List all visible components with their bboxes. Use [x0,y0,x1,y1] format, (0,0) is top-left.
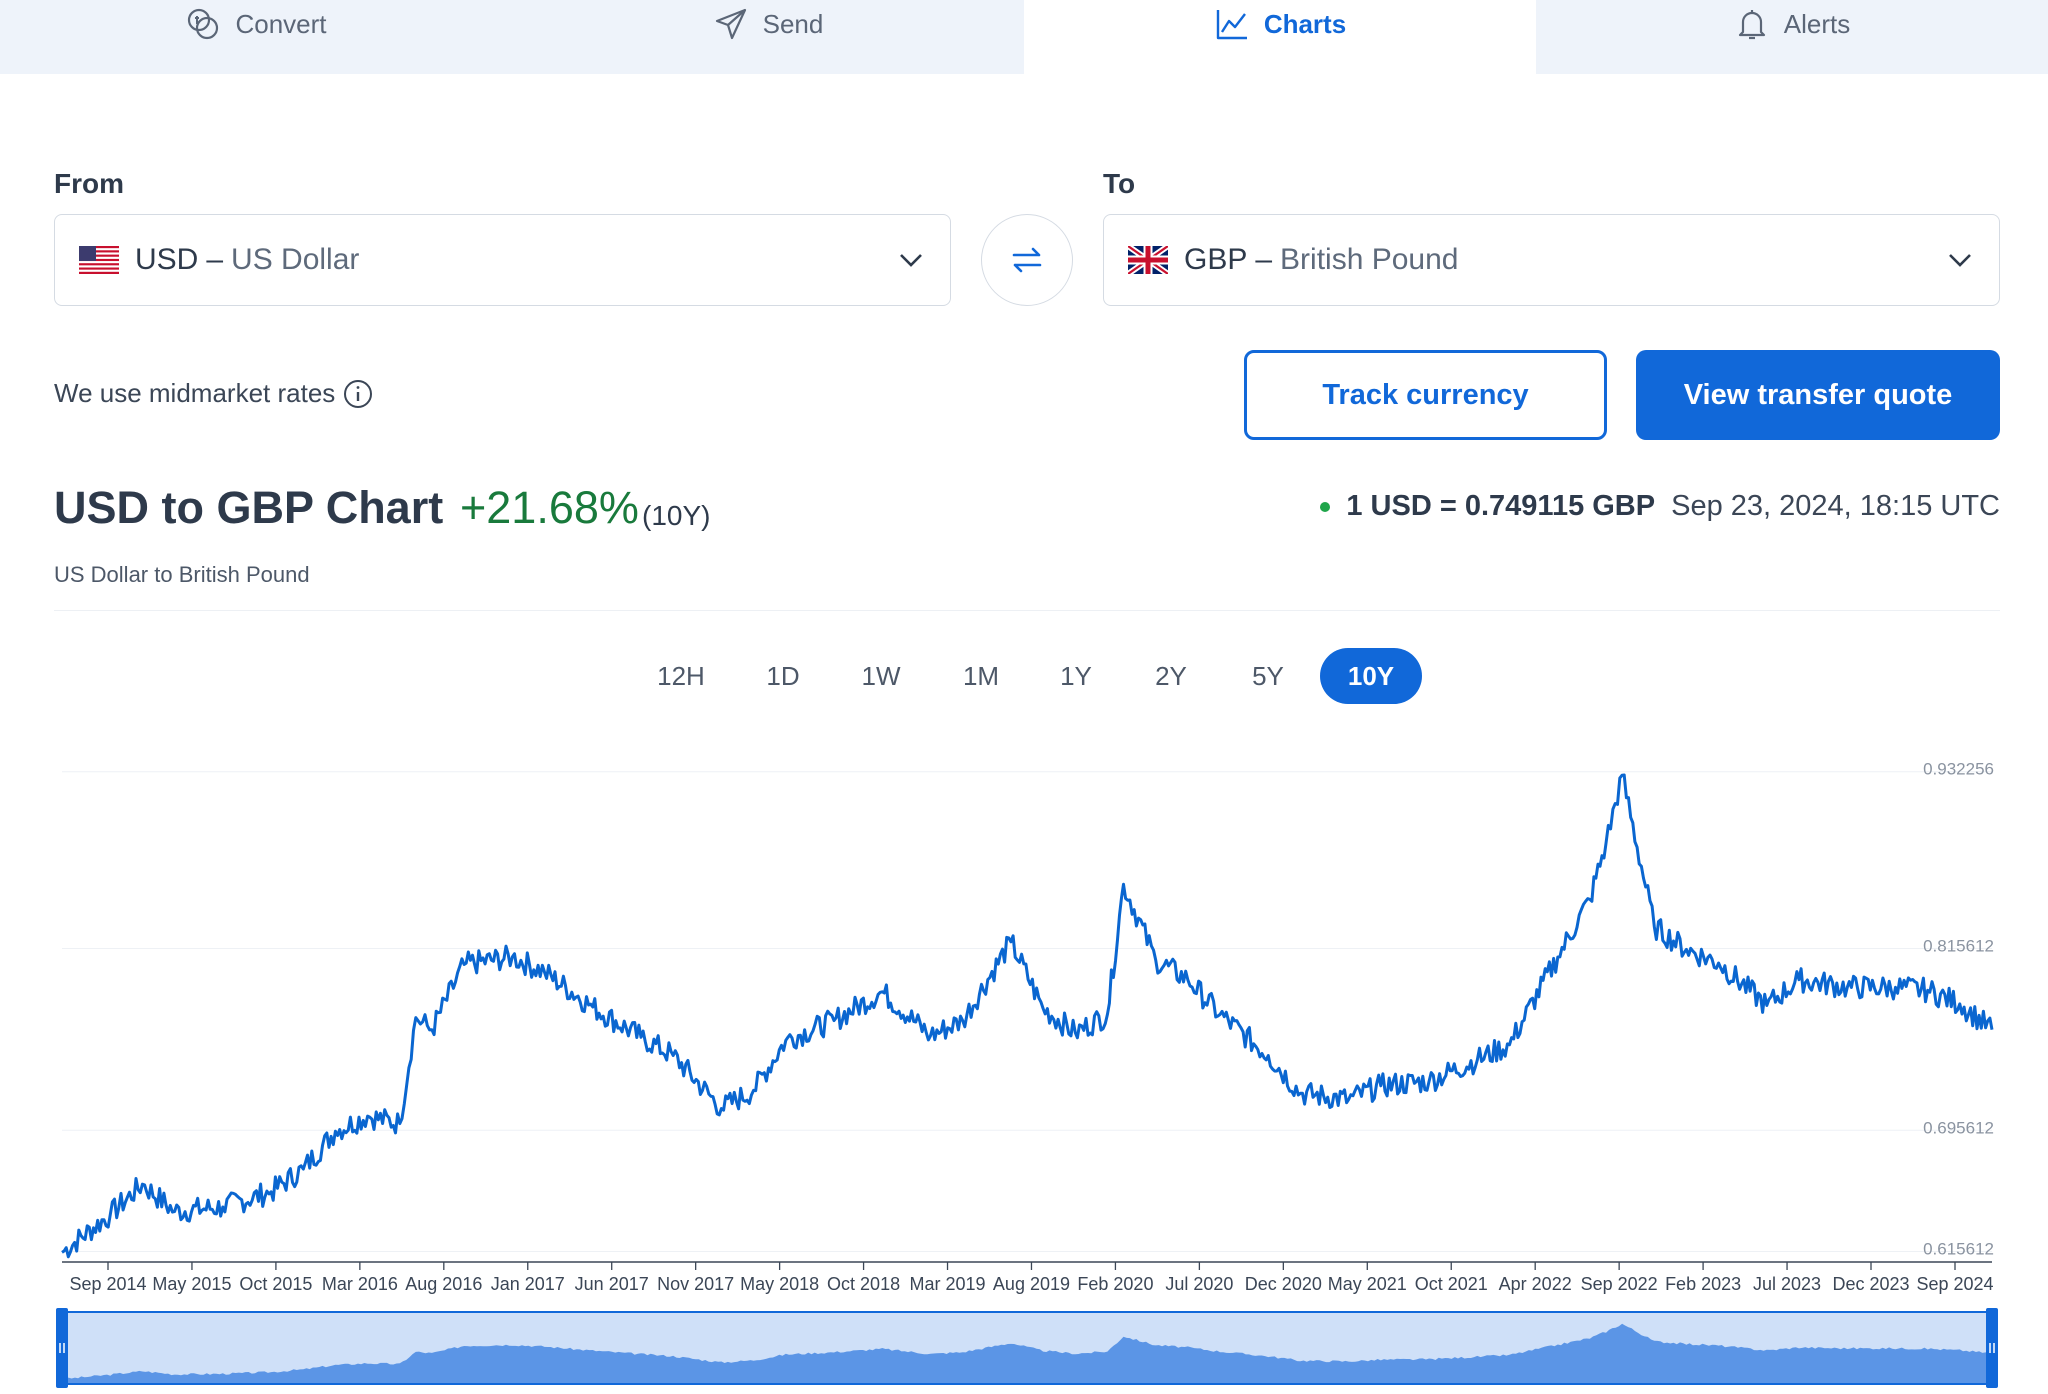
x-tick-label: Mar 2019 [910,1274,986,1294]
paper-plane-icon [715,8,746,40]
x-tick-label: Sep 2014 [69,1274,146,1294]
change-period: (10Y) [642,500,711,531]
rate-value: 1 USD = 0.749115 GBP [1346,490,1656,522]
uk-flag-icon [1128,246,1168,274]
to-currency-select[interactable]: GBP – British Pound [1103,214,2000,306]
range-button-1w[interactable]: 1W [861,660,901,691]
us-flag-icon [79,246,119,274]
track-currency-button[interactable]: Track currency [1244,350,1607,440]
navigator-handle-left[interactable] [56,1308,68,1388]
from-currency-select[interactable]: USD – US Dollar [54,214,951,306]
x-tick-label: Aug 2019 [993,1274,1070,1294]
tab-bar: Convert Send Charts Alerts [0,0,2048,74]
y-tick-label: 0.815612 [1923,936,1994,955]
from-label: From [54,168,124,199]
range-button-1m[interactable]: 1M [962,660,1000,691]
live-indicator-dot [1320,501,1331,512]
grip-icon [59,1343,65,1353]
grip-icon [1989,1343,1995,1353]
x-tick-label: Oct 2021 [1415,1274,1488,1294]
tab-send[interactable]: Send [512,0,1024,74]
rate-timestamp: Sep 23, 2024, 18:15 UTC [1671,490,2000,522]
x-tick-label: Oct 2015 [239,1274,312,1294]
x-tick-label: Sep 2024 [1916,1274,1993,1294]
range-button-2y[interactable]: 2Y [1155,660,1187,691]
navigator-handle-right[interactable] [1986,1308,1998,1388]
y-tick-label: 0.695612 [1923,1118,1994,1137]
x-tick-label: Jul 2023 [1753,1274,1821,1294]
x-tick-label: Feb 2020 [1077,1274,1153,1294]
midmarket-note: We use midmarket rates [54,378,373,409]
chevron-down-icon [1949,254,1971,267]
swap-arrows-icon [1012,247,1042,273]
range-button-10y[interactable]: 10Y [1320,648,1422,704]
to-label: To [1103,168,1136,199]
x-tick-label: Dec 2020 [1245,1274,1322,1294]
x-tick-label: Jun 2017 [575,1274,649,1294]
x-tick-label: Jul 2020 [1165,1274,1233,1294]
range-button-5y[interactable]: 5Y [1252,660,1284,691]
range-button-1y[interactable]: 1Y [1060,660,1092,691]
x-tick-label: Aug 2016 [405,1274,482,1294]
to-currency-code: GBP [1184,243,1248,276]
tab-charts[interactable]: Charts [1024,0,1536,74]
divider [54,610,2000,611]
series-line [61,773,1994,1259]
x-tick-label: May 2018 [740,1274,819,1294]
x-tick-label: Jan 2017 [491,1274,565,1294]
current-rate: 1 USD = 0.749115 GBP Sep 23, 2024, 18:15… [1320,490,2000,523]
from-currency-code: USD [135,243,199,276]
x-tick-label: Apr 2022 [1499,1274,1572,1294]
tab-label: Convert [235,8,327,39]
to-separator: – [1255,243,1273,276]
tab-label: Send [762,8,824,39]
x-tick-label: Mar 2016 [322,1274,398,1294]
navigator-area [62,1323,1992,1384]
time-range-selector: 12H 1D 1W 1M 1Y 2Y 5Y 10Y [0,648,2048,704]
range-button-1d[interactable]: 1D [766,660,800,691]
chevron-down-icon [900,254,922,267]
y-tick-label: 0.615612 [1923,1239,1994,1258]
x-tick-label: May 2021 [1328,1274,1407,1294]
x-tick-label: May 2015 [152,1274,231,1294]
x-tick-label: Sep 2022 [1581,1274,1658,1294]
y-tick-label: 0.932256 [1923,760,1994,779]
midmarket-text: We use midmarket rates [54,378,336,408]
from-separator: – [206,243,224,276]
tab-convert[interactable]: Convert [0,0,512,74]
coins-icon [188,8,219,40]
swap-currencies-button[interactable] [981,214,1073,306]
chart-subtitle: US Dollar to British Pound [54,562,310,587]
change-percent: +21.68% [460,482,639,533]
x-tick-label: Nov 2017 [657,1274,734,1294]
x-tick-label: Oct 2018 [827,1274,900,1294]
x-tick-label: Feb 2023 [1665,1274,1741,1294]
bell-icon [1738,10,1765,40]
tab-label: Charts [1263,8,1347,39]
rate-chart: 0.932256 0.815612 0.695612 0.615612 Sep 2014… [56,760,1998,1388]
to-currency-name: British Pound [1280,243,1459,276]
from-currency-name: US Dollar [231,243,360,276]
tab-alerts[interactable]: Alerts [1536,0,2048,74]
chart-title: USD to GBP Chart [54,482,444,533]
info-icon[interactable] [343,379,373,409]
view-transfer-quote-button[interactable]: View transfer quote [1636,350,2000,440]
line-chart-icon [1216,10,1247,40]
range-button-12h[interactable]: 12H [657,660,705,691]
tab-label: Alerts [1783,8,1851,39]
x-tick-label: Dec 2023 [1832,1274,1909,1294]
